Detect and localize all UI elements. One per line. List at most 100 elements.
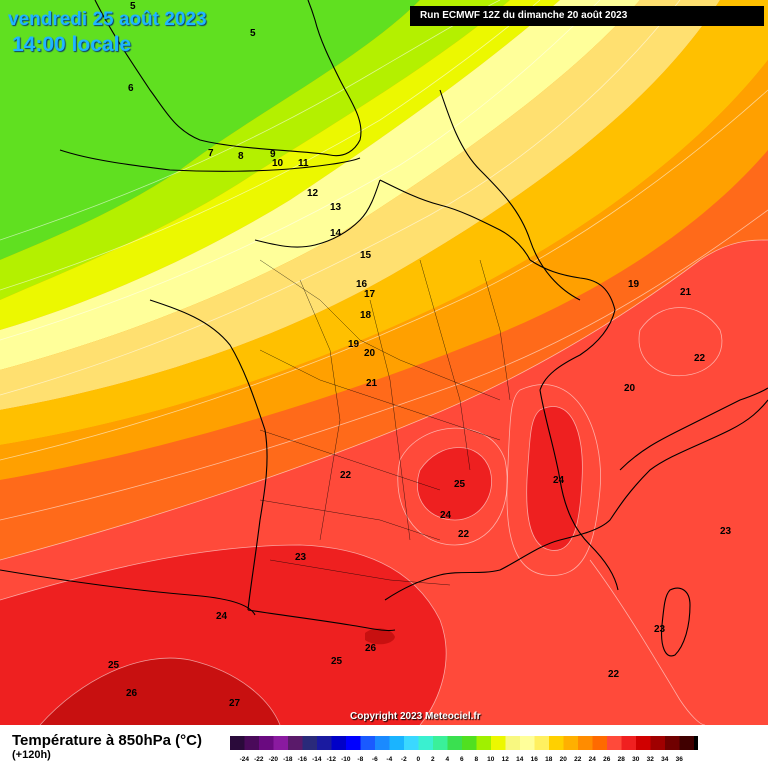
contour-label: 20 — [364, 348, 376, 359]
color-swatch — [476, 736, 491, 750]
band-greenyellow — [0, 0, 510, 300]
contour-label: 14 — [330, 228, 342, 239]
band-orange — [0, 60, 768, 480]
color-swatch — [302, 736, 317, 750]
coastline-france-west — [149, 299, 268, 611]
contour-label: 20 — [624, 383, 636, 394]
coastline-italy — [619, 387, 768, 471]
scale-tick-label: -24 — [240, 756, 250, 763]
isotherm-line — [589, 559, 706, 725]
copyright: Copyright 2023 Meteociel.fr — [350, 711, 481, 722]
contour-label: 18 — [360, 310, 372, 321]
contour-label: 27 — [229, 698, 241, 709]
border-belgium — [379, 179, 531, 261]
contour-label: 24 — [440, 510, 452, 521]
border-switzerland — [529, 259, 616, 391]
scale-tick-label: 30 — [632, 756, 640, 763]
color-swatch — [534, 736, 549, 750]
isotherm-line — [39, 657, 281, 725]
isotherm-line — [0, 0, 681, 396]
color-swatch — [679, 736, 694, 750]
color-swatch — [694, 736, 698, 750]
model-run-label: Run ECMWF 12Z du dimanche 20 août 2023 — [410, 6, 764, 26]
contour-label: 12 — [307, 188, 319, 199]
coastline-uk — [94, 0, 362, 157]
color-swatch — [592, 736, 607, 750]
band-lightyellow — [0, 0, 640, 370]
scale-tick-label: 8 — [474, 756, 478, 763]
contour-label: 10 — [272, 158, 284, 169]
isotherm-line — [0, 89, 768, 461]
hotspot-east — [526, 406, 583, 551]
isotherm-line — [638, 307, 723, 377]
color-swatch — [665, 736, 680, 750]
scale-tick-label: -6 — [372, 756, 378, 763]
contour-label: 5 — [250, 28, 256, 39]
forecast-offset: (+120h) — [12, 749, 51, 761]
scale-tick-label: 34 — [661, 756, 669, 763]
hotspot-central — [417, 447, 492, 520]
band-darkred — [40, 658, 280, 725]
department-lines — [259, 259, 511, 586]
contour-label: 19 — [628, 279, 640, 290]
color-swatch — [244, 736, 259, 750]
scale-tick-label: -20 — [269, 756, 279, 763]
contour-label: 6 — [128, 83, 134, 94]
isotherm-line — [526, 406, 583, 551]
color-swatch — [404, 736, 419, 750]
color-swatch — [505, 736, 520, 750]
color-scale: -24 -22 -20 -18 -16 -14 -12 -10 -8 -6 -4 -2 0 2 4 6 8 10 1… — [230, 736, 698, 763]
isotherm-line — [0, 544, 447, 725]
isotherm-line — [0, 0, 601, 341]
contour-label: 8 — [238, 151, 244, 162]
scale-tick-label: 22 — [574, 756, 582, 763]
color-swatch — [375, 736, 390, 750]
color-swatch — [331, 736, 346, 750]
forecast-time: 14:00 locale — [12, 33, 132, 56]
contour-label: 5 — [130, 1, 136, 12]
scale-tick-label: -22 — [254, 756, 264, 763]
scale-tick-label: 20 — [560, 756, 568, 763]
contour-label: 19 — [348, 339, 360, 350]
legend-title: Température à 850hPa (°C) — [12, 732, 202, 749]
contour-label: 22 — [458, 529, 470, 540]
coastline-mediterranean — [384, 399, 768, 601]
contour-label: 23 — [295, 552, 307, 563]
coastline-corsica — [661, 587, 691, 657]
color-swatch — [462, 736, 477, 750]
scale-tick-label: -16 — [298, 756, 308, 763]
scale-tick-label: 12 — [502, 756, 510, 763]
isotherm-line — [0, 239, 768, 561]
color-swatch — [520, 736, 535, 750]
band-green — [0, 0, 420, 260]
scale-tick-label: 28 — [618, 756, 626, 763]
isotherm-line — [417, 447, 492, 521]
temperature-map: 5 5 6 7 8 9 10 11 12 13 14 15 16 17 18 1… — [0, 0, 768, 725]
contour-label: 22 — [694, 353, 706, 364]
scale-tick-label: 14 — [516, 756, 524, 763]
contour-label: 7 — [208, 148, 214, 159]
color-swatch — [317, 736, 332, 750]
contour-label: 26 — [365, 643, 377, 654]
scale-tick-label: -12 — [327, 756, 337, 763]
isotherm-line — [0, 209, 768, 521]
color-swatch — [563, 736, 578, 750]
contour-label: 24 — [216, 611, 228, 622]
color-swatch — [578, 736, 593, 750]
color-swatch — [389, 736, 404, 750]
legend-bar: Température à 850hPa (°C) (+120h) -24 -22… — [0, 725, 768, 768]
color-swatch — [433, 736, 448, 750]
contour-label: 26 — [126, 688, 138, 699]
border-germany — [439, 89, 581, 301]
contour-label: 15 — [360, 250, 372, 261]
contour-label: 25 — [331, 656, 343, 667]
contour-label: 13 — [330, 202, 342, 213]
contour-label: 17 — [364, 289, 376, 300]
color-swatch — [418, 736, 433, 750]
coastline-uk-south — [59, 149, 361, 172]
band-paleorange — [0, 0, 720, 410]
color-swatch — [360, 736, 375, 750]
band-yellow — [0, 0, 560, 330]
contour-label: 24 — [553, 475, 565, 486]
scale-tick-label: -18 — [283, 756, 293, 763]
